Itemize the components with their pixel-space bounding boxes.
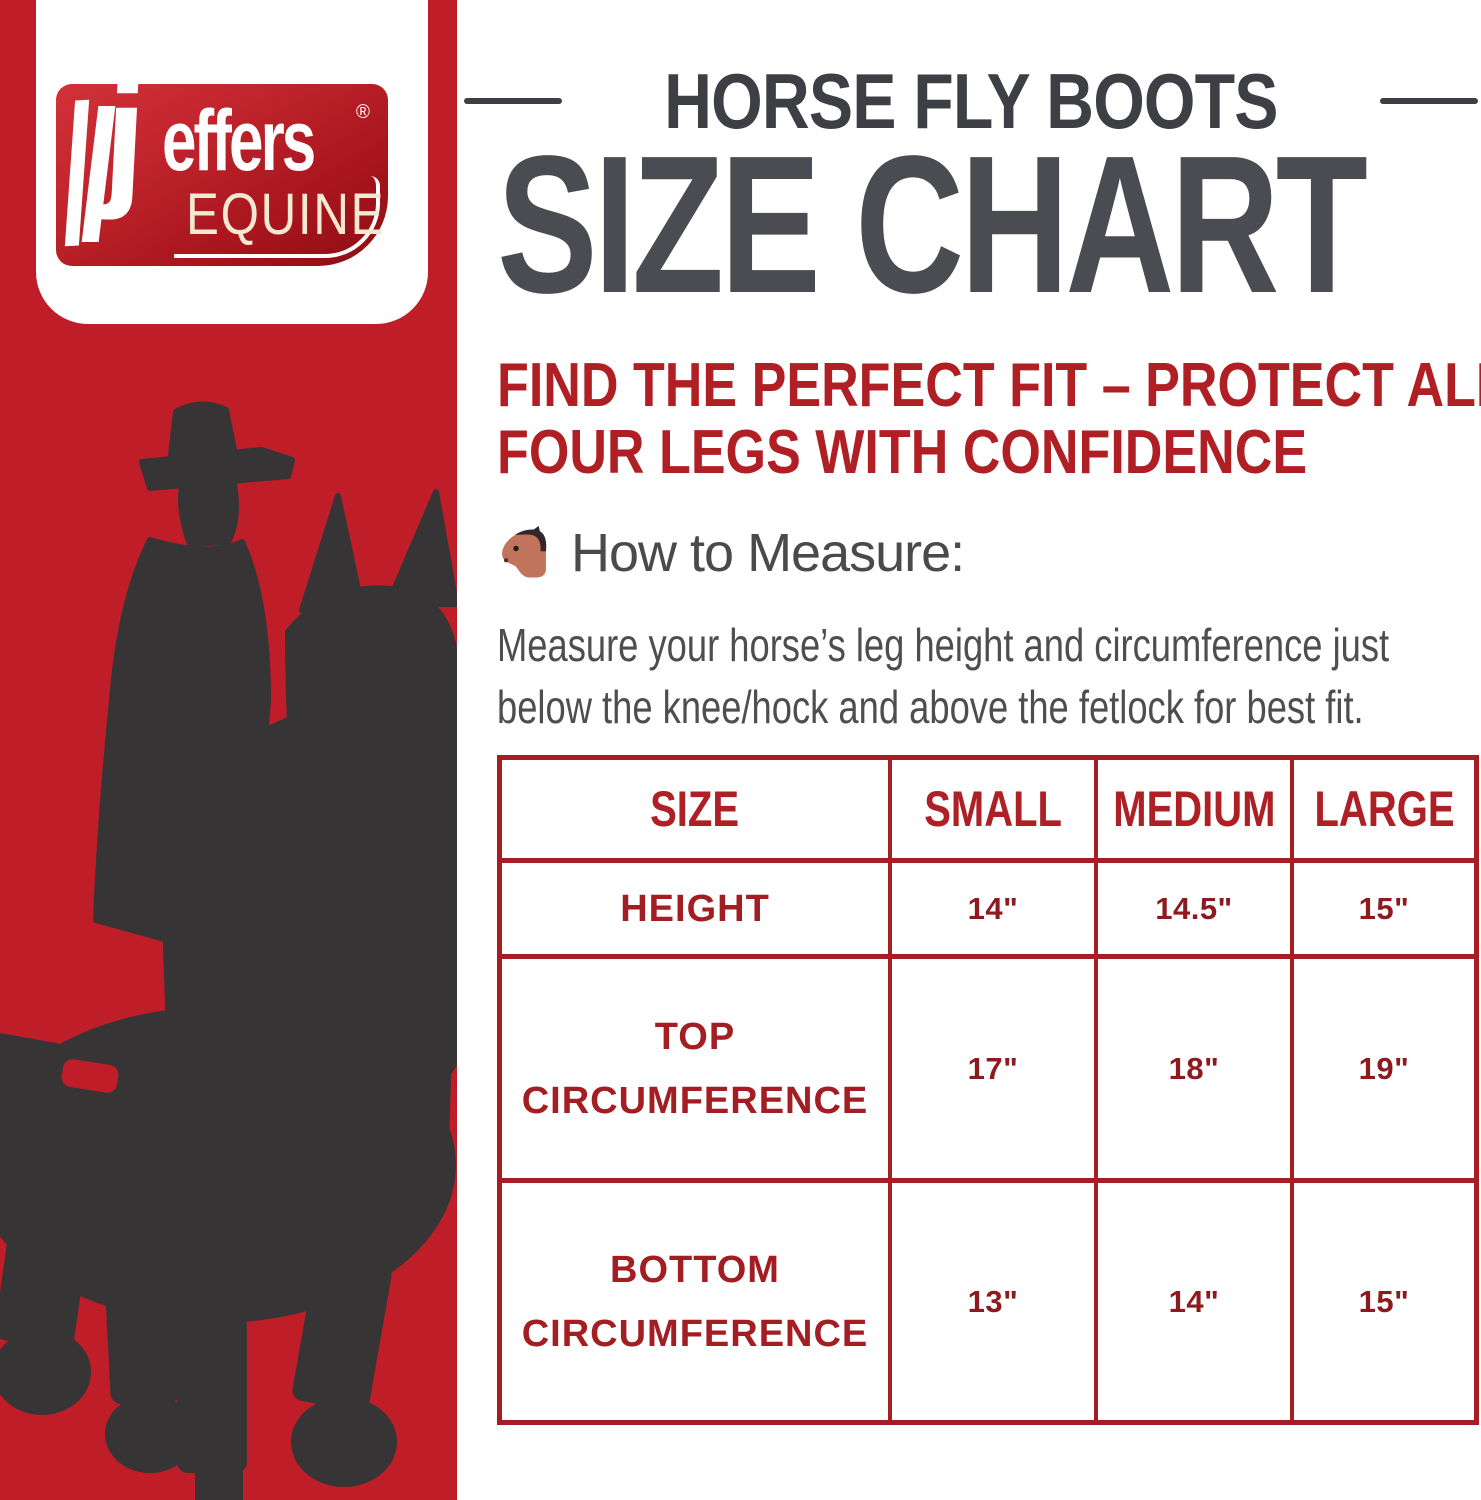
registered-trademark-icon: ® — [356, 102, 370, 123]
page-title: SIZE CHART — [497, 115, 1445, 334]
kicker-row: HORSE FLY BOOTS — [464, 57, 1478, 145]
logo-swoosh-icon — [174, 176, 380, 258]
brand-panel: j effers ® EQUINE — [0, 0, 457, 1500]
cell-value: 14.5" — [1155, 890, 1233, 926]
table-header-small: SMALL — [892, 760, 1098, 863]
headline-line1: FIND THE PERFECT FIT – PROTECT ALL — [497, 351, 1481, 420]
cell-value: 15" — [1358, 1283, 1410, 1319]
column-header-label: MEDIUM — [1112, 781, 1276, 837]
logo-division-label: EQUINE — [186, 182, 386, 247]
dash-right-icon — [1379, 98, 1478, 104]
table-cell: 15" — [1294, 1183, 1474, 1420]
how-to-measure-label: How to Measure: — [571, 523, 965, 583]
table-cell: 14" — [892, 863, 1098, 959]
table-row-bottom-circumference-label: BOTTOM CIRCUMFERENCE — [502, 1183, 892, 1420]
measure-instructions: Measure your horse’s leg height and circ… — [497, 614, 1445, 738]
row-label-line: HEIGHT — [620, 887, 770, 930]
table-cell: 17" — [892, 959, 1098, 1183]
table-header-medium: MEDIUM — [1098, 760, 1294, 863]
headline-line2: FOUR LEGS WITH CONFIDENCE — [497, 418, 1308, 487]
row-label-line: BOTTOM — [610, 1248, 780, 1291]
cell-value: 14" — [1168, 1283, 1220, 1319]
table-cell: 14.5" — [1098, 863, 1294, 959]
headline: FIND THE PERFECT FIT – PROTECT ALL FOUR … — [497, 352, 1481, 487]
cell-value: 15" — [1358, 890, 1410, 926]
table-cell: 18" — [1098, 959, 1294, 1183]
saddle-strap-gap — [61, 1059, 119, 1093]
column-header-label: LARGE — [1314, 781, 1454, 837]
horse-head-emoji-icon — [502, 525, 547, 578]
jeffers-equine-logo: j effers ® EQUINE — [56, 51, 388, 266]
logo-j-letter: j — [99, 51, 151, 221]
cell-value: 19" — [1358, 1050, 1410, 1086]
table-cell: 14" — [1098, 1183, 1294, 1420]
table-cell: 19" — [1294, 959, 1474, 1183]
measure-line1: Measure your horse’s leg height and circ… — [497, 619, 1390, 671]
table-cell: 13" — [892, 1183, 1098, 1420]
logo-wordmark: effers — [162, 93, 316, 189]
logo-card: j effers ® EQUINE — [36, 0, 428, 324]
table-cell: 15" — [1294, 863, 1474, 959]
how-to-measure-heading: How to Measure: — [497, 522, 1445, 584]
kicker-title: HORSE FLY BOOTS — [664, 57, 1278, 145]
table-header-large: LARGE — [1294, 760, 1474, 863]
cell-value: 18" — [1168, 1050, 1220, 1086]
measure-line2: below the knee/hock and above the fetloc… — [497, 681, 1364, 733]
column-header-label: SMALL — [924, 781, 1062, 837]
cowboy-on-horse-silhouette-icon — [0, 401, 457, 1500]
cell-value: 17" — [967, 1050, 1019, 1086]
content-column: HORSE FLY BOOTS SIZE CHART FIND THE PERF… — [457, 0, 1481, 1500]
table-row-top-circumference-label: TOP CIRCUMFERENCE — [502, 959, 892, 1183]
column-header-label: SIZE — [650, 781, 740, 837]
table-header-size: SIZE — [502, 760, 892, 863]
page-title-text: SIZE CHART — [497, 115, 1368, 334]
row-label-line: CIRCUMFERENCE — [521, 1079, 869, 1122]
cell-value: 13" — [967, 1283, 1019, 1319]
size-table: SIZE SMALL MEDIUM LARGE HEIGHT 14" 14.5"… — [497, 755, 1479, 1425]
cell-value: 14" — [967, 890, 1019, 926]
row-label-line: TOP — [654, 1015, 736, 1058]
dash-left-icon — [464, 98, 563, 104]
row-label-line: CIRCUMFERENCE — [521, 1312, 869, 1355]
table-row-height-label: HEIGHT — [502, 863, 892, 959]
